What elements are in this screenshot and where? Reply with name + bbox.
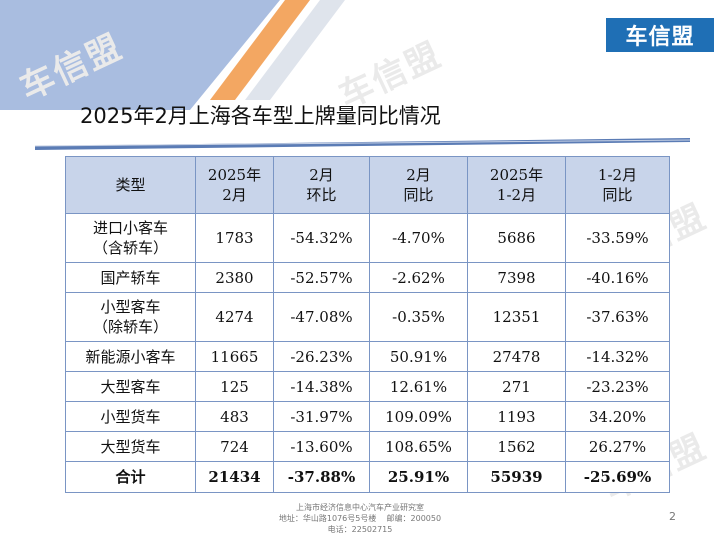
footer: 上海市经济信息中心汽车产业研究室 地址：华山路1076号5号楼 邮编：20005… — [0, 502, 720, 535]
page-title: 2025年2月上海各车型上牌量同比情况 — [80, 104, 441, 128]
row-label: 大型货车 — [65, 431, 196, 462]
table-cell: -54.32% — [273, 213, 370, 263]
total-label: 合计 — [65, 461, 196, 493]
table-row: 小型货车 483 -31.97% 109.09% 1193 34.20% — [65, 401, 670, 432]
table-cell: 125 — [195, 371, 274, 402]
table-header-row: 类型 2025年 2月 2月 环比 2月 同比 2025年 1-2月 1-2月 … — [65, 156, 670, 214]
footer-phone: 电话：22502715 — [327, 525, 393, 534]
table-cell: 27478 — [467, 341, 566, 372]
table-row: 大型客车 125 -14.38% 12.61% 271 -23.23% — [65, 371, 670, 402]
column-header-feb-yoy: 2月 同比 — [369, 156, 468, 214]
table-cell: -37.63% — [565, 292, 670, 342]
row-label: 进口小客车 （含轿车） — [65, 213, 196, 263]
table-cell: 11665 — [195, 341, 274, 372]
table-cell: 1562 — [467, 431, 566, 462]
table-cell: -2.62% — [369, 262, 468, 293]
brand-logo: 车信盟 — [606, 18, 714, 52]
column-header-feb-2025: 2025年 2月 — [195, 156, 274, 214]
title-underline-line — [34, 139, 691, 147]
total-cell: 25.91% — [369, 461, 468, 493]
table-cell: 724 — [195, 431, 274, 462]
table-cell: 26.27% — [565, 431, 670, 462]
table-cell: 34.20% — [565, 401, 670, 432]
table-row: 大型货车 724 -13.60% 108.65% 1562 26.27% — [65, 431, 670, 462]
row-label: 小型货车 — [65, 401, 196, 432]
total-cell: -37.88% — [273, 461, 370, 493]
table-cell: 12351 — [467, 292, 566, 342]
table-cell: -0.35% — [369, 292, 468, 342]
total-cell: -25.69% — [565, 461, 670, 493]
registration-table: 类型 2025年 2月 2月 环比 2月 同比 2025年 1-2月 1-2月 … — [65, 156, 670, 493]
table-cell: 4274 — [195, 292, 274, 342]
table-cell: -47.08% — [273, 292, 370, 342]
table-cell: 271 — [467, 371, 566, 402]
total-cell: 55939 — [467, 461, 566, 493]
light-stripe-shape — [245, 0, 345, 100]
blue-panel-shape — [0, 0, 280, 110]
table-row: 新能源小客车 11665 -26.23% 50.91% 27478 -14.32… — [65, 341, 670, 372]
table-cell: 2380 — [195, 262, 274, 293]
table-cell: 12.61% — [369, 371, 468, 402]
page-number: 2 — [669, 510, 676, 523]
table-cell: 50.91% — [369, 341, 468, 372]
footer-organization: 上海市经济信息中心汽车产业研究室 — [296, 503, 424, 512]
table-cell: -23.23% — [565, 371, 670, 402]
table-row: 国产轿车 2380 -52.57% -2.62% 7398 -40.16% — [65, 262, 670, 293]
table-total-row: 合计 21434 -37.88% 25.91% 55939 -25.69% — [65, 461, 670, 493]
table-cell: 1783 — [195, 213, 274, 263]
table-cell: 483 — [195, 401, 274, 432]
column-header-jan-feb-2025: 2025年 1-2月 — [467, 156, 566, 214]
table-cell: 5686 — [467, 213, 566, 263]
data-table-container: 类型 2025年 2月 2月 环比 2月 同比 2025年 1-2月 1-2月 … — [65, 156, 670, 493]
row-label: 小型客车 （除轿车） — [65, 292, 196, 342]
orange-stripe-shape — [210, 0, 310, 100]
table-cell: -14.32% — [565, 341, 670, 372]
row-label: 国产轿车 — [65, 262, 196, 293]
column-header-type: 类型 — [65, 156, 196, 214]
table-cell: -40.16% — [565, 262, 670, 293]
table-cell: 108.65% — [369, 431, 468, 462]
row-label: 新能源小客车 — [65, 341, 196, 372]
footer-address: 地址：华山路1076号5号楼 邮编：200050 — [278, 514, 442, 523]
table-cell: -52.57% — [273, 262, 370, 293]
table-row: 进口小客车 （含轿车） 1783 -54.32% -4.70% 5686 -33… — [65, 213, 670, 263]
table-cell: 7398 — [467, 262, 566, 293]
table-cell: -33.59% — [565, 213, 670, 263]
row-label: 大型客车 — [65, 371, 196, 402]
column-header-feb-mom: 2月 环比 — [273, 156, 370, 214]
table-cell: 1193 — [467, 401, 566, 432]
table-cell: -4.70% — [369, 213, 468, 263]
table-cell: -26.23% — [273, 341, 370, 372]
total-cell: 21434 — [195, 461, 274, 493]
table-cell: -13.60% — [273, 431, 370, 462]
table-cell: -31.97% — [273, 401, 370, 432]
column-header-jan-feb-yoy: 1-2月 同比 — [565, 156, 670, 214]
table-cell: -14.38% — [273, 371, 370, 402]
table-cell: 109.09% — [369, 401, 468, 432]
title-underline-shape — [35, 138, 690, 150]
table-row: 小型客车 （除轿车） 4274 -47.08% -0.35% 12351 -37… — [65, 292, 670, 342]
